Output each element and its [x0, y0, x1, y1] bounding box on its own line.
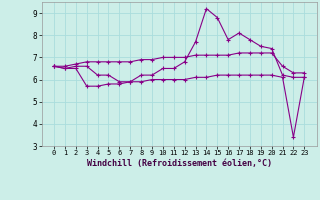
- X-axis label: Windchill (Refroidissement éolien,°C): Windchill (Refroidissement éolien,°C): [87, 159, 272, 168]
